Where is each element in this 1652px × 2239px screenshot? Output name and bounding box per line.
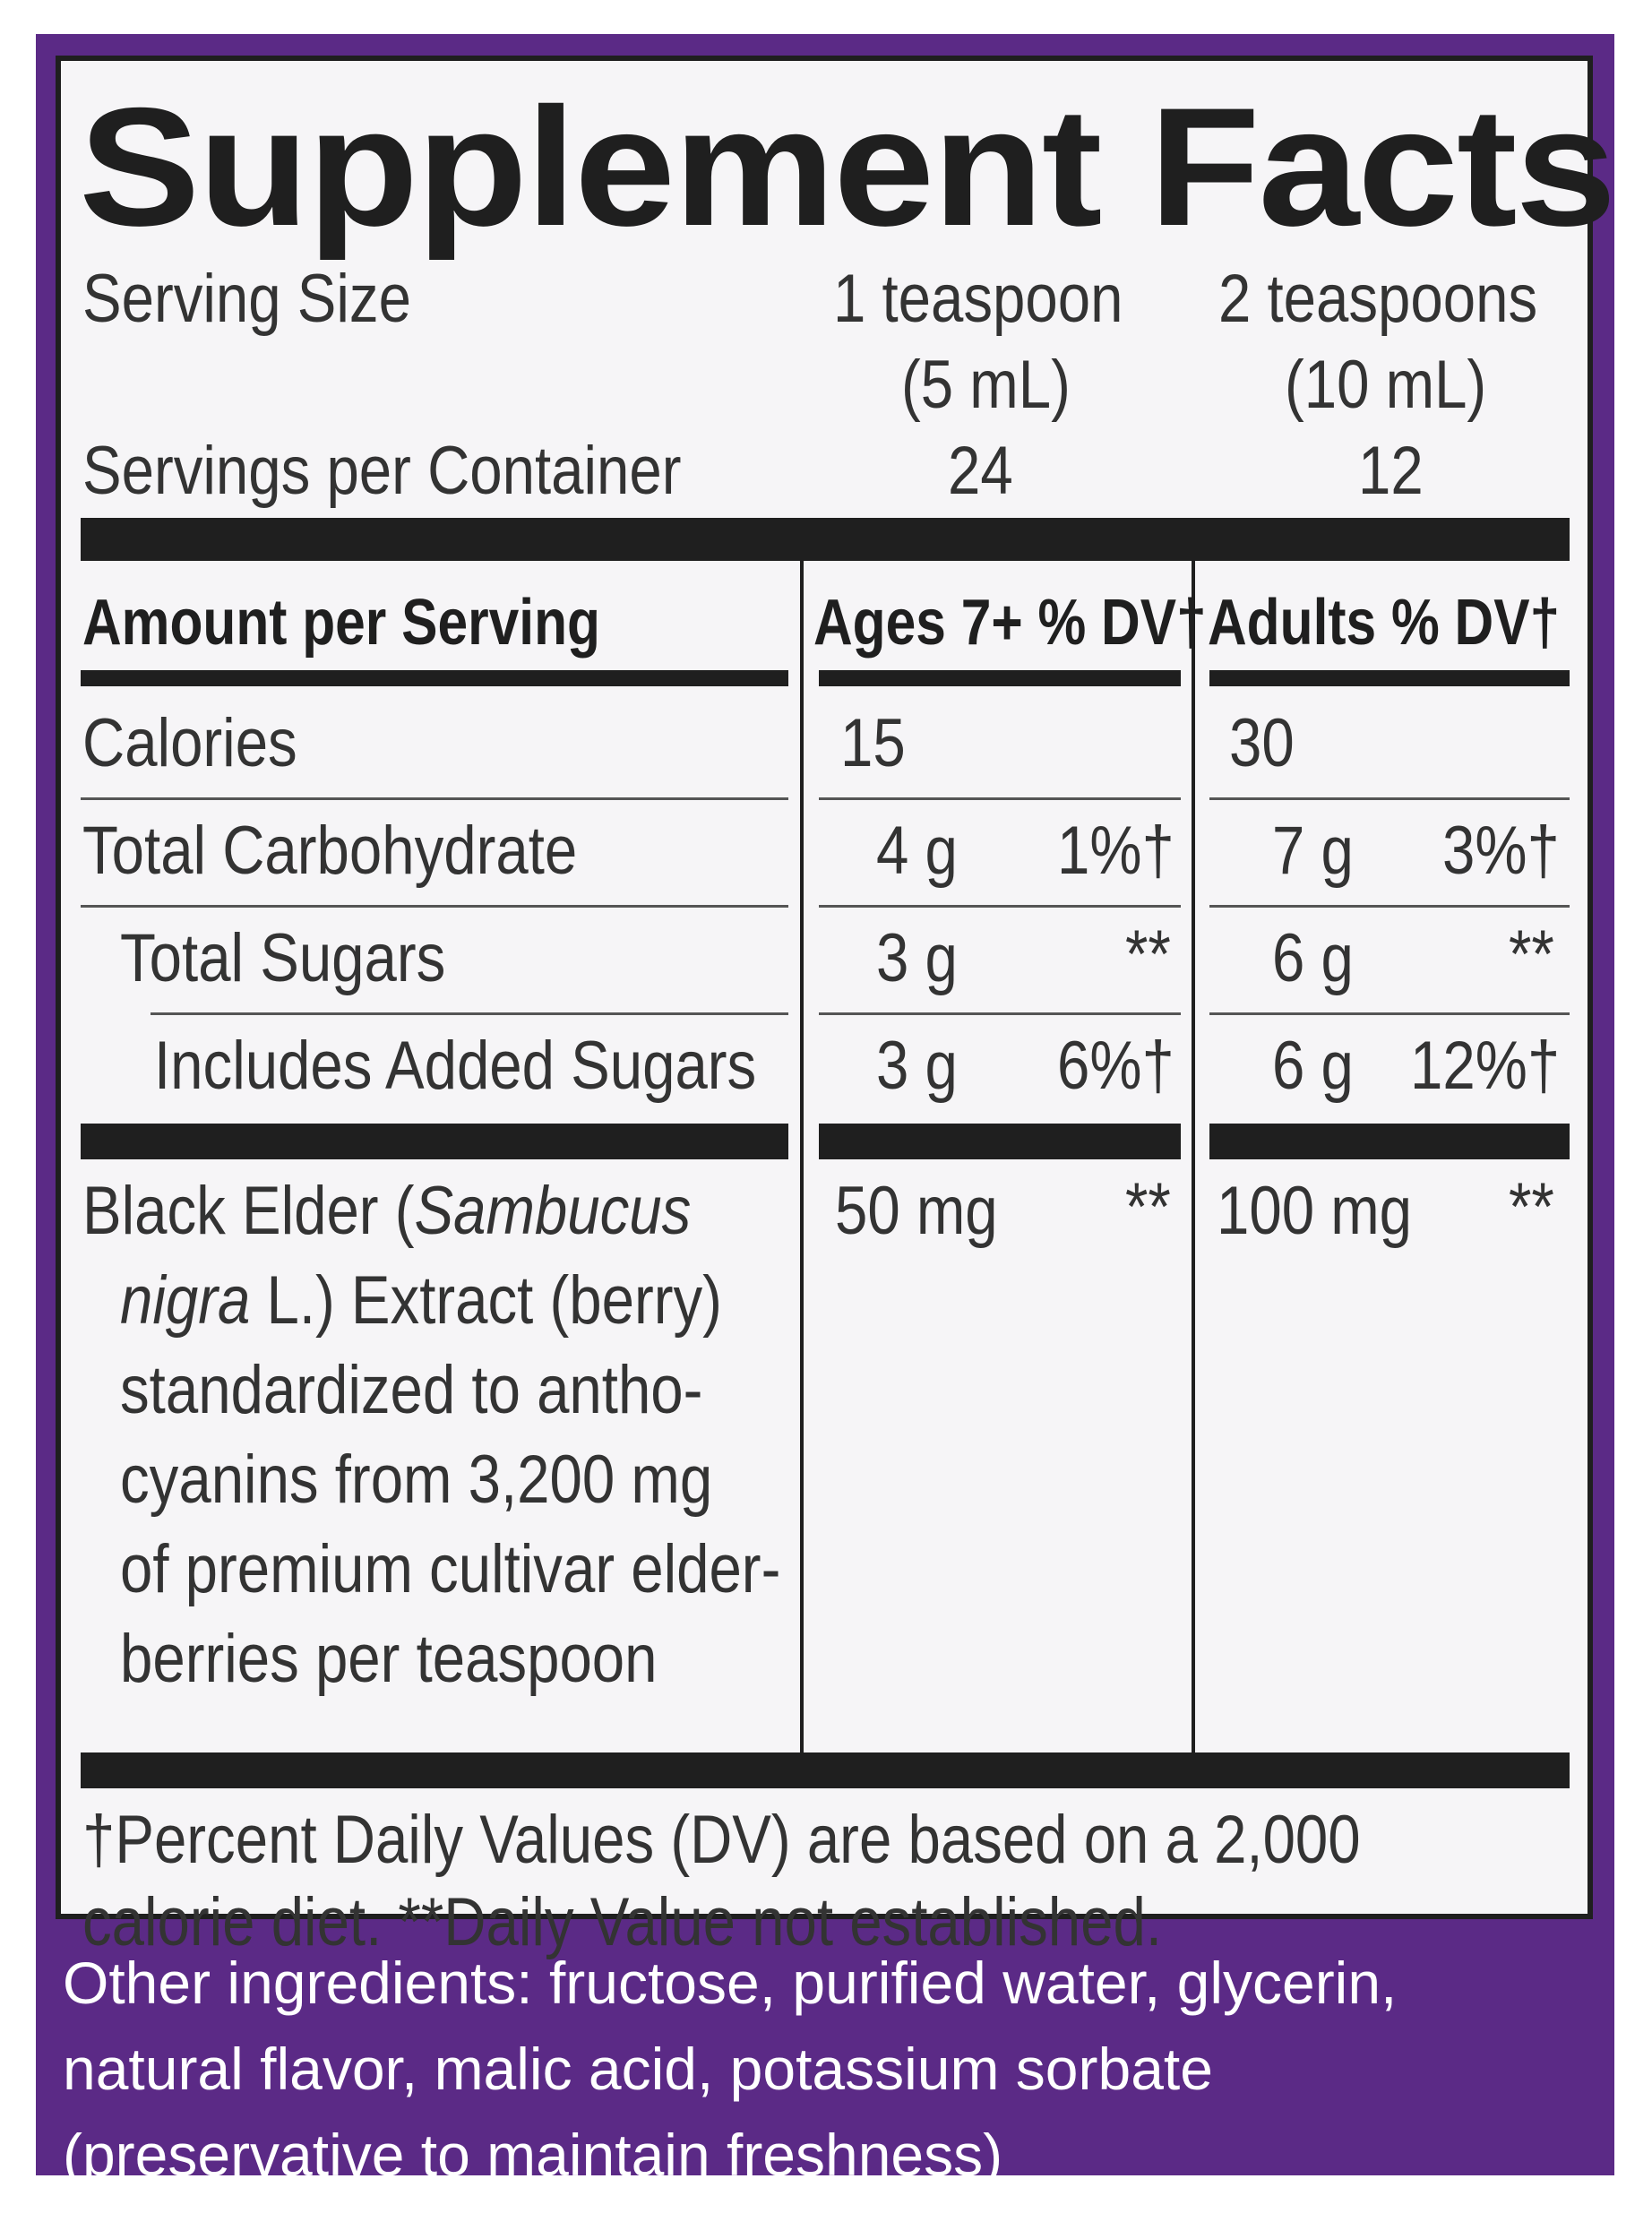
- elder-line-2: nigra L.) Extract (berry): [120, 1262, 722, 1339]
- serving-size-col1-line2: (5 mL): [901, 347, 1071, 423]
- row-divider: [1209, 905, 1570, 908]
- row-sugars-col2-dv: **: [1509, 917, 1554, 993]
- row-divider: [81, 797, 788, 800]
- header-underline-2: [819, 670, 1181, 686]
- row-calories-col2: 30: [1229, 705, 1295, 781]
- row-divider: [819, 797, 1181, 800]
- thick-divider-mid-2: [819, 1124, 1181, 1159]
- ages-7-dv-header: Ages 7+ % DV†: [813, 587, 1207, 659]
- row-label-calories: Calories: [82, 705, 297, 781]
- row-divider: [819, 1012, 1181, 1015]
- thick-divider-mid-3: [1209, 1124, 1570, 1159]
- elder-line-4: cyanins from 3,200 mg: [120, 1442, 713, 1518]
- serving-size-label: Serving Size: [82, 261, 411, 337]
- servings-per-container-label: Servings per Container: [82, 433, 682, 509]
- row-divider: [1209, 797, 1570, 800]
- elder-col2-dv: **: [1509, 1169, 1554, 1245]
- thick-divider-top: [81, 518, 1570, 561]
- thick-divider-mid-1: [81, 1124, 788, 1159]
- row-carb-col2-dv: 3%†: [1442, 813, 1560, 889]
- elder-line-1: Black Elder (Sambucus: [82, 1172, 691, 1250]
- column-divider-2: [1192, 561, 1195, 1752]
- row-sugars-col2-amount: 6 g: [1272, 920, 1354, 996]
- row-label-added-sugars: Includes Added Sugars: [154, 1028, 757, 1104]
- row-label-total-carbohydrate: Total Carbohydrate: [82, 813, 578, 889]
- other-ingredients: Other ingredients: fructose, purified wa…: [63, 1940, 1586, 2198]
- other-ingredients-line-3: (preservative to maintain freshness): [63, 2122, 1003, 2188]
- elder-line-5: of premium cultivar elder-: [120, 1531, 781, 1607]
- elder-col1-amount: 50 mg: [835, 1173, 998, 1249]
- amount-per-serving-header: Amount per Serving: [82, 587, 600, 659]
- elder-line-1-text: Black Elder (: [82, 1173, 415, 1249]
- serving-size-col1-line1: 1 teaspoon: [833, 261, 1123, 337]
- row-sugars-col1-amount: 3 g: [876, 920, 958, 996]
- row-carb-col1-dv: 1%†: [1057, 813, 1174, 889]
- row-divider: [1209, 1012, 1570, 1015]
- row-carb-col2-amount: 7 g: [1272, 813, 1354, 889]
- column-divider-1: [800, 561, 804, 1752]
- other-ingredients-line-2: natural flavor, malic acid, potassium so…: [63, 2036, 1213, 2102]
- elder-line-6: berries per teaspoon: [120, 1621, 658, 1697]
- footnote-line-2: calorie diet. **Daily Value not establis…: [82, 1884, 1163, 1960]
- elder-genus: Sambucus: [414, 1173, 692, 1249]
- row-added-col1-dv: 6%†: [1057, 1028, 1174, 1104]
- row-divider: [819, 905, 1181, 908]
- row-label-total-sugars: Total Sugars: [120, 920, 446, 996]
- elder-line-3: standardized to antho-: [120, 1352, 703, 1428]
- row-divider: [151, 1012, 788, 1015]
- elder-species: nigra: [120, 1262, 251, 1339]
- servings-per-container-col1: 24: [948, 433, 1013, 509]
- serving-size-col2-line2: (10 mL): [1285, 347, 1487, 423]
- elder-col2-amount: 100 mg: [1217, 1173, 1413, 1249]
- row-sugars-col1-dv: **: [1125, 917, 1171, 993]
- row-added-col2-amount: 6 g: [1272, 1028, 1354, 1104]
- thick-divider-bottom: [81, 1752, 1570, 1788]
- panel-title: Supplement Facts: [79, 73, 1616, 261]
- header-underline-3: [1209, 670, 1570, 686]
- adults-dv-header: Adults % DV†: [1208, 587, 1561, 659]
- header-underline-1: [81, 670, 788, 686]
- elder-col1-dv: **: [1125, 1169, 1171, 1245]
- elder-line-2-text: L.) Extract (berry): [250, 1262, 722, 1339]
- servings-per-container-col2: 12: [1358, 433, 1424, 509]
- row-added-col2-dv: 12%†: [1410, 1028, 1561, 1104]
- row-divider: [81, 905, 788, 908]
- footnote-line-1: †Percent Daily Values (DV) are based on …: [82, 1802, 1361, 1878]
- row-added-col1-amount: 3 g: [876, 1028, 958, 1104]
- row-carb-col1-amount: 4 g: [876, 813, 958, 889]
- row-calories-col1: 15: [840, 705, 906, 781]
- serving-size-col2-line1: 2 teaspoons: [1218, 261, 1538, 337]
- other-ingredients-line-1: Other ingredients: fructose, purified wa…: [63, 1950, 1398, 2016]
- supplement-facts-panel: Supplement Facts Serving Size 1 teaspoon…: [56, 56, 1616, 1960]
